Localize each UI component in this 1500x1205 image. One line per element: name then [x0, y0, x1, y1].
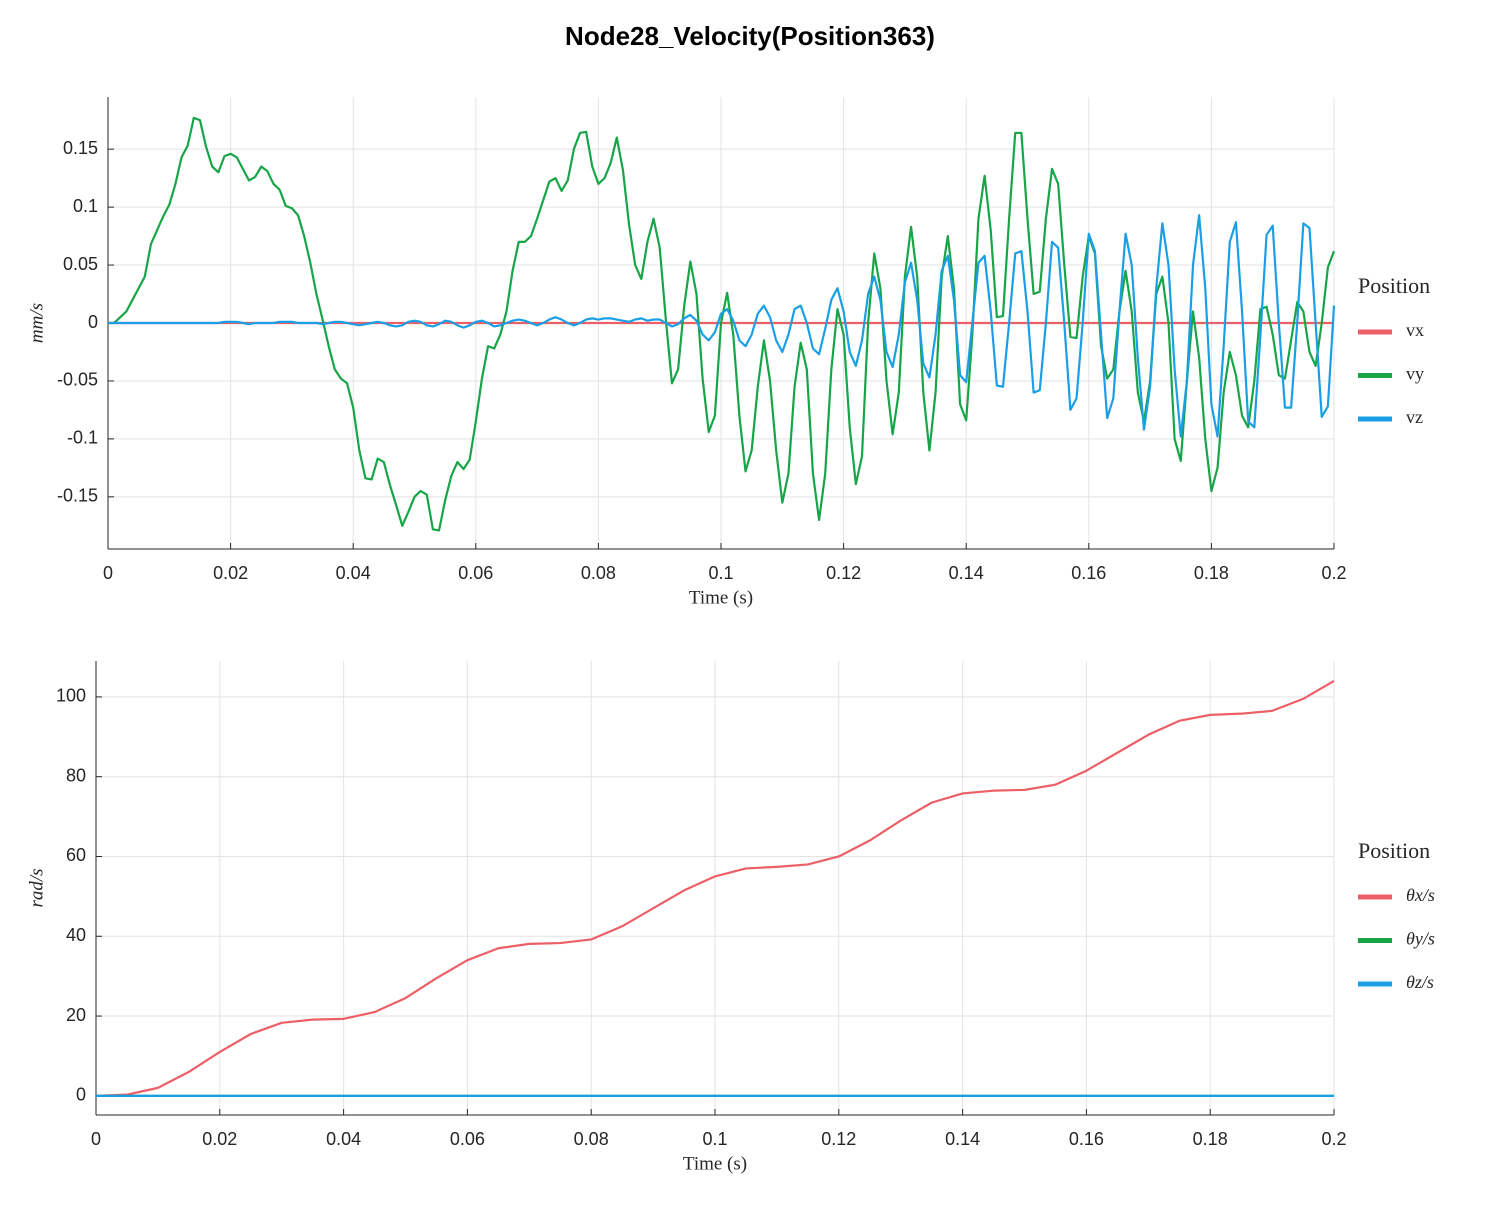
- x-tick-label: 0.18: [1194, 563, 1229, 583]
- y-tick-label: 0: [76, 1085, 86, 1105]
- y-tick-label: -0.05: [57, 370, 98, 390]
- x-axis-label: Time (s): [689, 587, 753, 608]
- x-tick-label: 0.2: [1321, 563, 1346, 583]
- x-tick-label: 0.16: [1071, 563, 1106, 583]
- y-tick-label: 80: [66, 765, 86, 785]
- x-tick-label: 0.12: [821, 1129, 856, 1149]
- y-tick-label: 0.05: [63, 254, 98, 274]
- y-tick-label: 60: [66, 845, 86, 865]
- y-tick-label: -0.15: [57, 486, 98, 506]
- x-tick-label: 0.08: [574, 1129, 609, 1149]
- legend-label: vy: [1406, 364, 1424, 384]
- x-tick-label: 0: [103, 563, 113, 583]
- x-axis-label: Time (s): [683, 1153, 747, 1174]
- x-tick-label: 0.14: [949, 563, 984, 583]
- x-tick-label: 0.02: [213, 563, 248, 583]
- y-tick-label: 0.1: [73, 196, 98, 216]
- legend-label: θy/s: [1406, 929, 1435, 949]
- y-axis-label: mm/s: [26, 303, 47, 343]
- x-tick-label: 0.1: [702, 1129, 727, 1149]
- x-tick-label: 0.04: [326, 1129, 361, 1149]
- data-line: [95, 679, 1335, 1097]
- x-tick-label: 0.1: [708, 563, 733, 583]
- x-tick-label: 0.16: [1069, 1129, 1104, 1149]
- legend-label: θx/s: [1406, 885, 1435, 905]
- x-tick-label: 0.14: [945, 1129, 980, 1149]
- legend-label: vx: [1406, 320, 1424, 340]
- x-tick-label: 0.02: [202, 1129, 237, 1149]
- data-line: [108, 116, 1336, 532]
- x-tick-label: 0.18: [1193, 1129, 1228, 1149]
- y-tick-label: 40: [66, 925, 86, 945]
- figure-title: Node28_Velocity(Position363): [565, 21, 935, 51]
- y-tick-label: 20: [66, 1005, 86, 1025]
- legend-label: vz: [1406, 407, 1423, 427]
- legend-title: Position: [1358, 838, 1430, 863]
- x-tick-label: 0.06: [458, 563, 493, 583]
- legend-label: θz/s: [1406, 972, 1434, 992]
- y-tick-label: 0.15: [63, 138, 98, 158]
- y-tick-label: 0: [88, 312, 98, 332]
- y-tick-label: -0.1: [67, 428, 98, 448]
- x-tick-label: 0.12: [826, 563, 861, 583]
- y-axis-label: rad/s: [26, 868, 47, 907]
- x-tick-label: 0.08: [581, 563, 616, 583]
- x-tick-label: 0.2: [1321, 1129, 1346, 1149]
- x-tick-label: 0: [91, 1129, 101, 1149]
- y-tick-label: 100: [56, 686, 86, 706]
- legend-title: Position: [1358, 273, 1430, 298]
- data-line: [108, 214, 1336, 438]
- x-tick-label: 0.06: [450, 1129, 485, 1149]
- x-tick-label: 0.04: [336, 563, 371, 583]
